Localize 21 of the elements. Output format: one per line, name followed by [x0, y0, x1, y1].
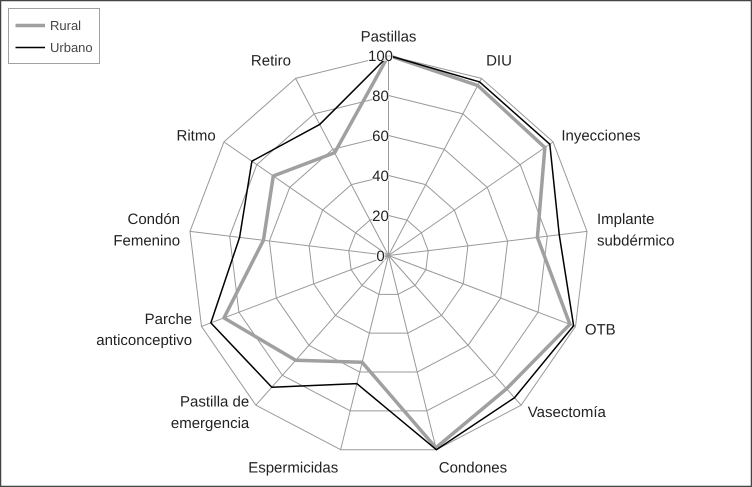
spoke-label: Retiro: [250, 52, 291, 70]
spoke-label: Condones: [438, 459, 508, 476]
spoke-label: Pastillas: [360, 28, 416, 46]
spoke-label: Implante subdérmico: [596, 211, 675, 250]
spoke-label: Vasectomía: [528, 404, 607, 422]
spoke-label: Ritmo: [176, 128, 216, 145]
y-tick-label: 100: [368, 48, 394, 65]
spoke-label: Parche anticonceptivo: [96, 310, 192, 350]
y-tick-label: 80: [372, 88, 389, 105]
spoke-label: OTB: [584, 321, 616, 338]
spoke-label: Espermicidas: [248, 459, 338, 476]
y-tick-label: 40: [372, 168, 389, 185]
y-tick-label: 20: [372, 208, 389, 225]
y-tick-label: 0: [376, 248, 385, 265]
spoke-label: Pastilla de emergencia: [170, 394, 250, 432]
y-tick-label: 60: [372, 128, 389, 145]
spoke-label: DIU: [486, 52, 512, 70]
spoke-label: Inyecciones: [561, 128, 641, 145]
legend-label: Rural: [50, 18, 82, 32]
legend-label: Urbano: [50, 40, 93, 54]
spoke-label: Condón Femenino: [113, 211, 180, 250]
